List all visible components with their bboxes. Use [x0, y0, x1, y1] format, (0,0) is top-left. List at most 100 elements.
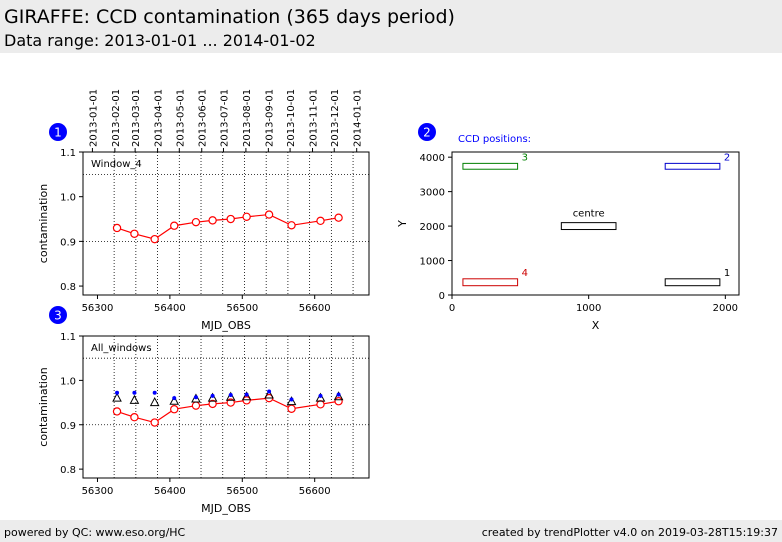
- data-range-subtitle: Data range: 2013-01-01 ... 2014-01-02: [4, 31, 316, 50]
- data-point-circle: [316, 216, 325, 226]
- badge-circle: [49, 123, 67, 141]
- data-point-circle: [264, 210, 274, 219]
- ccd-window-label: 4: [522, 268, 528, 279]
- data-point-circle: [150, 234, 159, 244]
- y-axis-label: Y: [396, 220, 409, 228]
- date-tick-label: 2013-09-01: [264, 89, 275, 147]
- footer-created-by: created by trendPlotter v4.0 on 2019-03-…: [481, 526, 778, 539]
- x-tick-label: 56500: [226, 303, 258, 314]
- chart-panel-1: 56300 56400 56500 56600 0.8 0.9 1.0 1.1 MJD_OBS c…: [37, 89, 370, 332]
- y-tick-label: 0: [439, 291, 445, 302]
- y-tick-label: 0.8: [60, 282, 76, 293]
- data-point-circle: [130, 229, 139, 238]
- ccd-window-box: [560, 222, 617, 231]
- data-point-circle: [242, 212, 251, 221]
- data-point-dot: [172, 396, 177, 401]
- data-point-circle: [334, 397, 343, 406]
- data-point-triangle: [112, 392, 122, 402]
- badge-circle: [49, 306, 67, 324]
- date-tick-label: 2013-08-01: [242, 89, 253, 147]
- data-point-dot: [193, 395, 198, 400]
- ccd-window-box: [664, 278, 721, 287]
- y-tick-label: 0.9: [60, 421, 76, 432]
- data-point-triangle: [264, 389, 274, 399]
- data-point-dot: [289, 397, 294, 402]
- data-point-triangle: [129, 394, 140, 404]
- footer-powered-by: powered by QC: www.eso.org/HC: [4, 526, 186, 539]
- chart-panel-3: 56300 56400 56500 56600 0.8 0.9 1.0 1.1 MJD_OBS c…: [37, 332, 370, 515]
- plot-frame: [82, 335, 370, 479]
- ccd-window-label: centre: [573, 209, 605, 220]
- panel-label: CCD positions:: [458, 134, 531, 145]
- data-point-triangle: [315, 392, 326, 402]
- x-tick-label: 0: [449, 303, 455, 314]
- x-axis-label: MJD_OBS: [201, 319, 251, 332]
- panel-badge-3: 3: [49, 306, 67, 324]
- plot-frame: [82, 151, 370, 296]
- data-point-dot: [244, 392, 249, 397]
- data-point-circle: [112, 407, 122, 416]
- date-tick-label: 2013-02-01: [111, 89, 122, 147]
- ccd-window-label: 3: [522, 152, 528, 163]
- badge-circle: [418, 123, 436, 141]
- x-axis-label: MJD_OBS: [201, 502, 251, 515]
- date-tick-label: 2013-06-01: [198, 89, 209, 147]
- data-point-circle: [287, 221, 296, 230]
- date-tick-label: 2013-04-01: [154, 89, 165, 147]
- date-tick-label: 2013-05-01: [175, 89, 186, 147]
- x-tick-label: 1000: [576, 303, 601, 314]
- x-tick-label: 56400: [154, 486, 186, 497]
- data-point-dot: [115, 390, 120, 395]
- data-point-dot: [336, 392, 341, 397]
- x-axis-label: X: [592, 319, 600, 332]
- data-point-dot: [152, 390, 157, 395]
- date-tick-label: 2013-01-01: [88, 89, 99, 147]
- data-point-triangle: [207, 392, 218, 402]
- data-point-circle: [242, 396, 251, 405]
- badge-number: 1: [54, 126, 62, 140]
- data-point-dot: [267, 389, 272, 394]
- y-tick-label: 1.1: [60, 148, 76, 159]
- x-tick-label: 56300: [82, 486, 114, 497]
- y-tick-label: 4000: [420, 153, 445, 164]
- y-tick-label: 0.9: [60, 237, 76, 248]
- x-tick-label: 56300: [82, 303, 114, 314]
- data-point-circle: [287, 404, 296, 413]
- y-tick-label: 0.8: [60, 465, 76, 476]
- y-tick-label: 3000: [420, 188, 445, 199]
- badge-number: 3: [54, 309, 62, 323]
- data-point-triangle: [241, 391, 252, 401]
- charts-canvas: 56300 56400 56500 566000.80.91.01.1MJD_OBSc…: [37, 89, 740, 515]
- ccd-window-box: [664, 162, 721, 170]
- x-tick-label: 56600: [299, 303, 331, 314]
- data-point-circle: [208, 216, 217, 225]
- panel-label: All_windows: [91, 343, 152, 354]
- data-point-triangle: [333, 391, 344, 401]
- data-point-dot: [228, 393, 233, 398]
- data-point-triangle: [225, 391, 236, 401]
- data-point-triangle: [149, 397, 160, 407]
- data-point-circle: [170, 405, 179, 414]
- data-point-circle: [208, 399, 217, 409]
- data-point-circle: [150, 418, 159, 427]
- x-tick-label: 2000: [713, 303, 738, 314]
- x-tick-label: 56500: [226, 486, 258, 497]
- data-point-circle: [226, 398, 235, 407]
- data-point-dot: [210, 393, 215, 398]
- y-axis-label: contamination: [37, 184, 50, 263]
- data-point-circle: [191, 401, 201, 410]
- x-tick-label: 56400: [154, 303, 186, 314]
- data-point-circle: [191, 217, 201, 227]
- data-point-triangle: [191, 393, 201, 403]
- data-point-circle: [112, 223, 122, 233]
- date-tick-label: 2013-10-01: [286, 89, 297, 147]
- date-tick-label: 2013-03-01: [131, 89, 142, 147]
- panel-badge-1: 1: [49, 123, 67, 141]
- data-point-dot: [132, 390, 137, 395]
- data-point-circle: [316, 400, 325, 409]
- y-axis-label: contamination: [37, 367, 50, 446]
- date-tick-label: 2013-11-01: [309, 89, 320, 147]
- ccd-window-label: 2: [724, 152, 730, 163]
- data-point-triangle: [169, 395, 180, 405]
- y-tick-label: 2000: [420, 222, 445, 233]
